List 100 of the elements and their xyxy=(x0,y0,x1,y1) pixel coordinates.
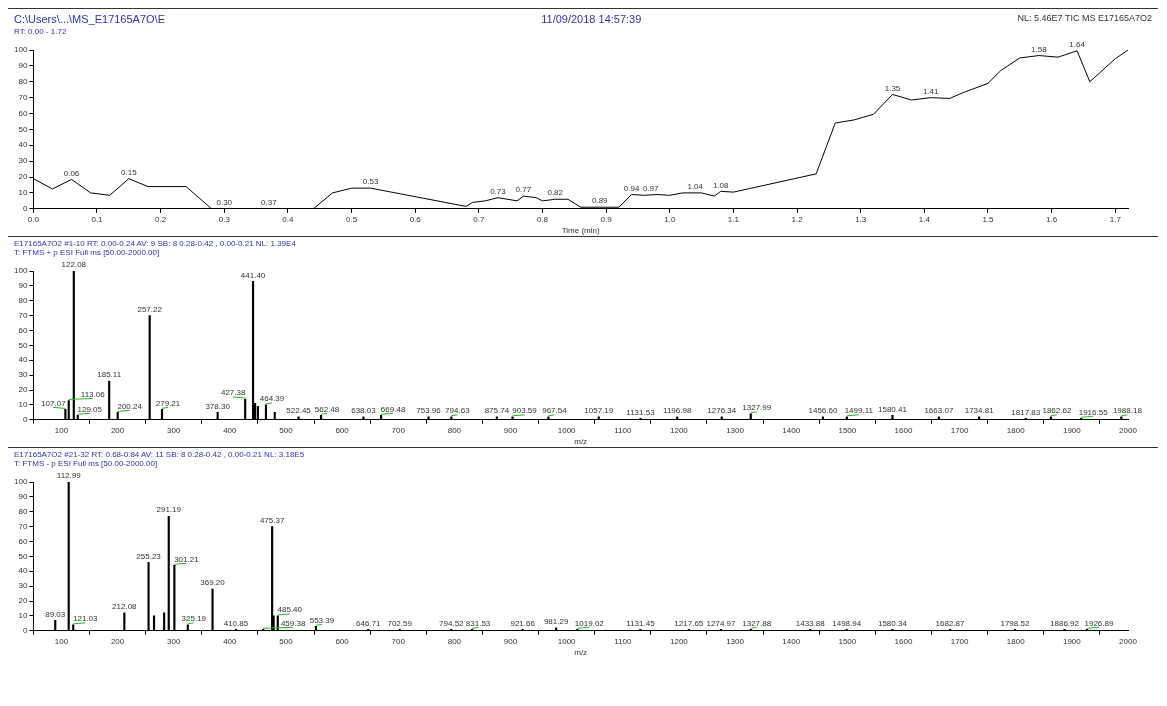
x-tick-label: 2000 xyxy=(1119,425,1138,435)
y-tick-label: 30 xyxy=(18,156,28,166)
x-tick-label: 1.1 xyxy=(727,214,740,224)
y-tick-label: 10 xyxy=(18,611,28,621)
y-tick-label: 70 xyxy=(18,310,28,320)
annotation: 753.96 xyxy=(416,406,442,416)
x-tick-label: 1.2 xyxy=(791,214,804,224)
annotation: 185.11 xyxy=(97,370,122,380)
y-tick-label: 100 xyxy=(13,45,28,55)
annotation: 967.54 xyxy=(542,406,568,416)
x-tick-label: 900 xyxy=(503,636,518,646)
annotation: 1057.19 xyxy=(584,406,614,416)
x-tick-label: 0.6 xyxy=(409,214,422,224)
x-tick-label: 1.7 xyxy=(1109,214,1122,224)
x-tick-label: 1.4 xyxy=(918,214,931,224)
x-tick-label: 2000 xyxy=(1119,636,1138,646)
bar xyxy=(271,526,274,631)
y-tick-label: 50 xyxy=(18,551,28,561)
x-tick-label: 0.3 xyxy=(218,214,231,224)
annotation: 325.19 xyxy=(181,614,207,624)
annotation: 0.94 xyxy=(623,183,640,193)
annotation: 0.15 xyxy=(121,167,138,177)
annotation: 0.82 xyxy=(547,188,564,198)
annotation: 441.40 xyxy=(240,270,266,280)
annotation: 121.03 xyxy=(72,614,99,624)
annotation: 1580.34 xyxy=(877,618,908,628)
text: 11/09/2018 14:57:39 xyxy=(541,13,642,25)
chart-subtitle: T: FTMS - p ESI Full ms [50.00-2000.00] xyxy=(13,459,159,468)
annotation: 279.21 xyxy=(155,398,181,408)
x-tick-label: 1900 xyxy=(1062,636,1082,646)
bar xyxy=(891,415,894,420)
y-tick-label: 60 xyxy=(18,536,28,546)
bar xyxy=(108,380,111,420)
x-tick-label: 500 xyxy=(279,425,294,435)
annotation: 794.52 xyxy=(439,618,465,628)
x-tick-label: 200 xyxy=(110,636,125,646)
bar xyxy=(362,416,365,420)
annotation: 1.64 xyxy=(1069,40,1086,49)
annotation: 89.03 xyxy=(45,609,66,619)
annotation: 1926.89 xyxy=(1084,618,1114,628)
x-tick-label: 1100 xyxy=(614,636,632,646)
x-tick-label: 1500 xyxy=(838,636,857,646)
annotation: 1.58 xyxy=(1031,44,1048,54)
annotation: 1217.65 xyxy=(674,618,704,628)
x-tick-label: 0.0 xyxy=(27,214,40,224)
y-tick-label: 60 xyxy=(18,325,28,335)
annotation: 369.20 xyxy=(200,578,226,588)
annotation: 1327.99 xyxy=(742,403,772,413)
x-tick-label: 200 xyxy=(110,425,125,435)
annotation: 112.99 xyxy=(56,471,82,481)
bar xyxy=(251,281,255,420)
annotation: 1.04 xyxy=(687,182,704,192)
annotation: 1862.62 xyxy=(1042,406,1072,416)
x-tick-label: 1800 xyxy=(1006,425,1026,435)
annotation: 0.89 xyxy=(591,196,609,206)
x-tick-label: 0.8 xyxy=(536,214,549,224)
chart-title: E17165A7O2 #1-10 RT: 0.00-0.24 AV: 9 SB: 8 0.28-0.42 , 0.00-0.21 NL: 1.39E4 xyxy=(13,239,297,248)
annotation: 0.73 xyxy=(490,186,507,196)
bar xyxy=(67,400,70,420)
y-tick-label: 10 xyxy=(18,400,28,410)
x-axis-title: m/z xyxy=(574,648,588,658)
annotation: 1663.07 xyxy=(924,406,954,416)
y-tick-label: 0 xyxy=(22,415,28,424)
annotation: 1580.41 xyxy=(878,404,908,414)
y-tick-label: 20 xyxy=(18,596,28,606)
annotation: 0.53 xyxy=(362,177,379,187)
annotation: 485.40 xyxy=(277,605,303,615)
y-tick-label: 0 xyxy=(22,204,28,213)
annotation: 562.48 xyxy=(314,404,340,414)
y-tick-label: 20 xyxy=(18,385,28,395)
annotation: 1734.81 xyxy=(964,406,995,416)
x-axis-title: Time (min) xyxy=(561,226,600,236)
x-tick-label: 0.4 xyxy=(282,214,295,224)
annotation: 669.48 xyxy=(380,404,406,414)
annotation: 291.19 xyxy=(156,505,182,515)
annotation: 1274.97 xyxy=(706,618,736,628)
annotation: 1817.83 xyxy=(1011,407,1041,417)
chart-title: E17165A7O2 #21-32 RT: 0.68-0.84 AV: 11 SB: 8 0.28-0.42 , 0.00-0.21 NL: 3.18E5 xyxy=(13,450,306,459)
y-tick-label: 70 xyxy=(18,521,28,531)
annotation: 1456.60 xyxy=(808,406,838,416)
y-tick-label: 100 xyxy=(13,266,28,276)
bar xyxy=(148,315,151,420)
bar xyxy=(147,562,150,631)
annotation: 122.08 xyxy=(61,260,87,270)
annotation: 427.38 xyxy=(220,388,246,398)
x-tick-label: 1700 xyxy=(950,636,970,646)
annotation: 301.21 xyxy=(174,554,200,564)
annotation: 1682.87 xyxy=(935,618,965,628)
x-tick-label: 800 xyxy=(447,425,462,435)
y-tick-label: 10 xyxy=(18,188,28,198)
x-tick-label: 500 xyxy=(279,636,294,646)
x-tick-label: 700 xyxy=(391,636,406,646)
annotation: 257.22 xyxy=(137,304,163,314)
y-tick-label: 50 xyxy=(18,340,28,350)
x-tick-label: 700 xyxy=(391,425,406,435)
y-tick-label: 30 xyxy=(18,370,28,380)
annotation: 0.06 xyxy=(63,168,80,178)
x-tick-label: 1000 xyxy=(557,425,577,435)
x-tick-label: 0.1 xyxy=(91,214,104,224)
annotation: 475.37 xyxy=(259,515,285,525)
